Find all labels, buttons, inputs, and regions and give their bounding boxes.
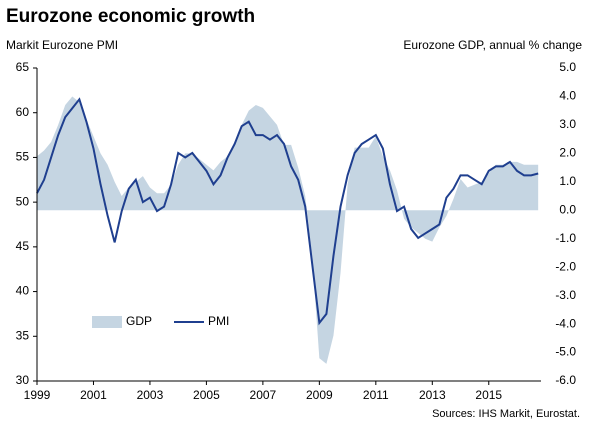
x-tick-label: 2005 [193, 388, 220, 402]
x-tick-label: 1999 [24, 388, 51, 402]
y-tick-label: 35 [16, 328, 30, 342]
x-tick-label: 2011 [363, 388, 389, 402]
x-tick-label: 2013 [419, 388, 446, 402]
x-tick-label: 2003 [137, 388, 164, 402]
y2-tick-label: 3.0 [559, 117, 576, 131]
x-tick-label: 2015 [475, 388, 502, 402]
y2-tick-label: -2.0 [555, 259, 576, 273]
y-tick-label: 45 [16, 239, 30, 253]
y2-tick-label: 5.0 [559, 60, 576, 74]
legend-label: GDP [126, 314, 152, 328]
y2-tick-label: -1.0 [555, 231, 576, 245]
legend-swatch [92, 316, 122, 328]
y-tick-label: 50 [16, 194, 30, 208]
y2-tick-label: -4.0 [555, 316, 576, 330]
y-tick-label: 40 [16, 284, 30, 298]
y2-tick-label: 2.0 [559, 146, 576, 160]
y2-tick-label: -6.0 [555, 373, 576, 387]
x-tick-label: 2007 [250, 388, 277, 402]
pmi-line [36, 97, 539, 326]
y2-tick-label: 0.0 [559, 202, 576, 216]
legend-label: PMI [208, 314, 229, 328]
y-tick-label: 30 [16, 373, 30, 387]
y2-tick-label: -3.0 [555, 288, 576, 302]
y-tick-label: 65 [16, 60, 30, 74]
y-tick-label: 55 [16, 150, 30, 164]
y2-tick-label: -5.0 [555, 345, 576, 359]
x-tick-label: 2009 [306, 388, 333, 402]
y2-tick-label: 1.0 [559, 174, 576, 188]
y-tick-label: 60 [16, 105, 30, 119]
source: Sources: IHS Markit, Eurostat. [432, 408, 580, 420]
y2-tick-label: 4.0 [559, 89, 576, 103]
y2-axis-label: Eurozone GDP, annual % change [403, 38, 582, 52]
y-axis-label: Markit Eurozone PMI [6, 38, 118, 52]
chart-title: Eurozone economic growth [6, 6, 255, 27]
x-tick-label: 2001 [80, 388, 107, 402]
